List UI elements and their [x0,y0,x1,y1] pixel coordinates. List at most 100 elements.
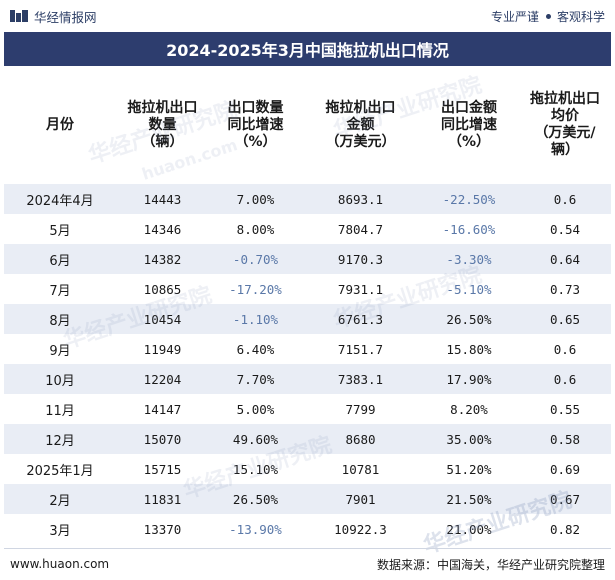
value-cell: 10781 [302,454,419,484]
column-header-line: 金额 [346,116,375,133]
footer-source: 数据来源：中国海关，华经产业研究院整理 [376,557,605,572]
column-header-line: 拖拉机出口 [127,99,198,116]
table-row: 7月 10865 -17.20% 7931.1 -5.10% 0.73 [4,274,611,304]
value-cell: -13.90% [209,514,302,544]
column-header: 月份 [4,66,116,184]
column-header-line: 月份 [46,116,74,133]
table-row: 10月 12204 7.70% 7383.1 17.90% 0.6 [4,364,611,394]
table-row: 9月 11949 6.40% 7151.7 15.80% 0.6 [4,334,611,364]
value-cell: 7799 [302,394,419,424]
value-cell: 0.54 [519,214,611,244]
value-cell: 6761.3 [302,304,419,334]
month-cell: 11月 [4,394,116,424]
value-cell: 0.69 [519,454,611,484]
tagline-right: 客观科学 [556,9,605,24]
value-cell: -3.30% [419,244,519,274]
table-row: 3月 13370 -13.90% 10922.3 21.00% 0.82 [4,514,611,544]
value-cell: 9170.3 [302,244,419,274]
value-cell: 51.20% [419,454,519,484]
value-cell: 6.40% [209,334,302,364]
value-cell: 17.90% [419,364,519,394]
table-row: 5月 14346 8.00% 7804.7 -16.60% 0.54 [4,214,611,244]
value-cell: -16.60% [419,214,519,244]
value-cell: -5.10% [419,274,519,304]
table-row: 2025年1月 15715 15.10% 10781 51.20% 0.69 [4,454,611,484]
value-cell: -22.50% [419,184,519,214]
value-cell: -17.20% [209,274,302,304]
value-cell: 15070 [116,424,209,454]
value-cell: 15.10% [209,454,302,484]
month-cell: 2025年1月 [4,454,116,484]
export-table: 月份 拖拉机出口 数量 （辆） 出口数量 同比增速 （%） 拖拉机出口 金额 （万美元） 出口金额同… [4,66,611,544]
table-row: 11月 14147 5.00% 7799 8.20% 0.55 [4,394,611,424]
column-header-line: （万美元/ [534,125,596,141]
value-cell: -0.70% [209,244,302,274]
column-header-line: （辆） [141,133,184,150]
value-cell: 12204 [116,364,209,394]
value-cell: 0.73 [519,274,611,304]
value-cell: 7.00% [209,184,302,214]
column-header-line: 同比增速 [227,116,284,133]
tagline-left: 专业严谨 [490,9,539,24]
table-row: 2月 11831 26.50% 7901 21.50% 0.67 [4,484,611,514]
value-cell: 8.20% [419,394,519,424]
column-header: 出口金额 同比增速 （%） [419,66,519,184]
month-cell: 9月 [4,334,116,364]
table-row: 12月 15070 49.60% 8680 35.00% 0.58 [4,424,611,454]
value-cell: 0.6 [519,184,611,214]
value-cell: 21.00% [419,514,519,544]
value-cell: 7931.1 [302,274,419,304]
value-cell: 0.82 [519,514,611,544]
month-cell: 3月 [4,514,116,544]
value-cell: 7.70% [209,364,302,394]
table-container: 月份 拖拉机出口 数量 （辆） 出口数量 同比增速 （%） 拖拉机出口 金额 （万美元） 出口金额同… [4,66,611,544]
value-cell: 11949 [116,334,209,364]
value-cell: 14147 [116,394,209,424]
footer: www.huaon.com 数据来源：中国海关，华经产业研究院整理 [0,548,615,580]
column-header-line: 拖拉机出口 [530,91,600,107]
column-header-line: 均价 [551,108,579,124]
value-cell: 8680 [302,424,419,454]
column-header-line: 出口金额 [441,99,497,116]
month-cell: 5月 [4,214,116,244]
table-header-row: 月份 拖拉机出口 数量 （辆） 出口数量 同比增速 （%） 拖拉机出口 金额 （万美元） 出口金额同… [4,66,611,184]
value-cell: 7804.7 [302,214,419,244]
value-cell: 8.00% [209,214,302,244]
value-cell: 7901 [302,484,419,514]
value-cell: 0.58 [519,424,611,454]
month-cell: 12月 [4,424,116,454]
value-cell: 0.6 [519,334,611,364]
value-cell: 14443 [116,184,209,214]
value-cell: 14382 [116,244,209,274]
table-row: 6月 14382 -0.70% 9170.3 -3.30% 0.64 [4,244,611,274]
bullet-dot-icon [545,13,551,19]
table-row: 2024年4月 14443 7.00% 8693.1 -22.50% 0.6 [4,184,611,214]
column-header-line: 拖拉机出口 [325,99,396,116]
value-cell: 26.50% [209,484,302,514]
value-cell: 35.00% [419,424,519,454]
footer-divider [4,548,611,549]
value-cell: 8693.1 [302,184,419,214]
value-cell: 10865 [116,274,209,304]
value-cell: 5.00% [209,394,302,424]
column-header: 拖拉机出口 金额 （万美元） [302,66,419,184]
top-bar: 华经情报网 专业严谨 客观科学 [0,0,615,32]
column-header-line: （%） [447,133,491,150]
brand-name: 华经情报网 [34,9,97,25]
value-cell: 7151.7 [302,334,419,364]
value-cell: 0.6 [519,364,611,394]
month-cell: 8月 [4,304,116,334]
value-cell: 49.60% [209,424,302,454]
value-cell: 26.50% [419,304,519,334]
table-title: 2024-2025年3月中国拖拉机出口情况 [4,32,611,66]
value-cell: 10922.3 [302,514,419,544]
month-cell: 10月 [4,364,116,394]
value-cell: 11831 [116,484,209,514]
value-cell: 13370 [116,514,209,544]
column-header-line: （万美元） [325,133,396,150]
value-cell: 10454 [116,304,209,334]
month-cell: 6月 [4,244,116,274]
value-cell: 0.64 [519,244,611,274]
brand: 华经情报网 [10,7,97,26]
value-cell: 15715 [116,454,209,484]
